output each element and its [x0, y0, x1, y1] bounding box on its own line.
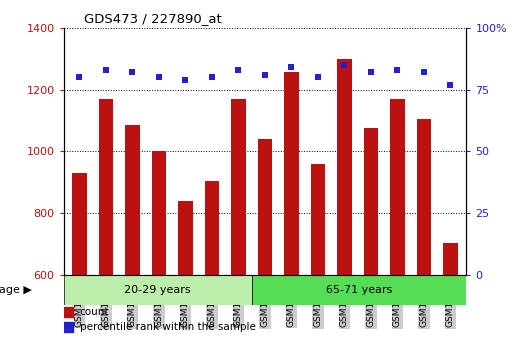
Bar: [64, 275, 252, 305]
Bar: [417, 119, 431, 275]
Bar: [284, 72, 299, 275]
Bar: [258, 139, 272, 275]
Bar: [231, 99, 246, 275]
Text: percentile rank within the sample: percentile rank within the sample: [80, 322, 255, 332]
Point: [155, 75, 163, 80]
Point: [64, 309, 72, 315]
Bar: [337, 59, 352, 275]
Bar: [364, 128, 378, 275]
Point: [340, 62, 349, 68]
Point: [208, 75, 216, 80]
Point: [446, 82, 455, 87]
Bar: [311, 164, 325, 275]
Bar: [99, 99, 113, 275]
Point: [393, 67, 402, 72]
Bar: [443, 243, 458, 275]
Bar: [125, 125, 140, 275]
Bar: [252, 275, 466, 305]
Point: [102, 67, 110, 72]
Text: count: count: [80, 307, 109, 317]
Point: [314, 75, 322, 80]
Bar: [390, 99, 405, 275]
Bar: [72, 173, 87, 275]
Bar: [205, 181, 219, 275]
Text: GDS473 / 227890_at: GDS473 / 227890_at: [84, 12, 222, 25]
Bar: [152, 151, 166, 275]
Text: 20-29 years: 20-29 years: [125, 285, 191, 295]
Point: [420, 69, 428, 75]
Point: [128, 69, 137, 75]
Bar: [178, 201, 193, 275]
Point: [261, 72, 269, 77]
Point: [75, 75, 84, 80]
Point: [234, 67, 243, 72]
Point: [64, 324, 72, 330]
Text: age ▶: age ▶: [0, 285, 31, 295]
Point: [367, 69, 375, 75]
Point: [181, 77, 190, 82]
Point: [287, 65, 296, 70]
Text: 65-71 years: 65-71 years: [326, 285, 392, 295]
